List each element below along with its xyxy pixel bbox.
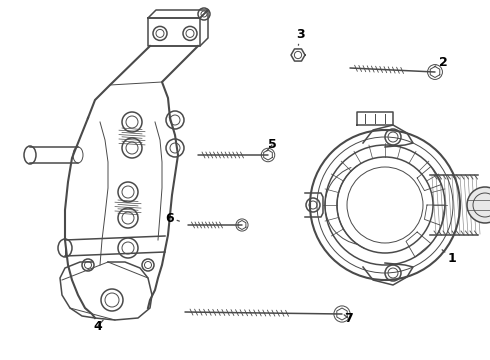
Text: 5: 5 [267,139,276,152]
Text: 2: 2 [435,55,447,68]
Circle shape [467,187,490,223]
Text: 3: 3 [295,28,304,45]
Text: 7: 7 [343,311,352,324]
Text: 1: 1 [442,250,456,265]
Text: 6: 6 [166,211,179,225]
Text: 4: 4 [94,320,103,333]
